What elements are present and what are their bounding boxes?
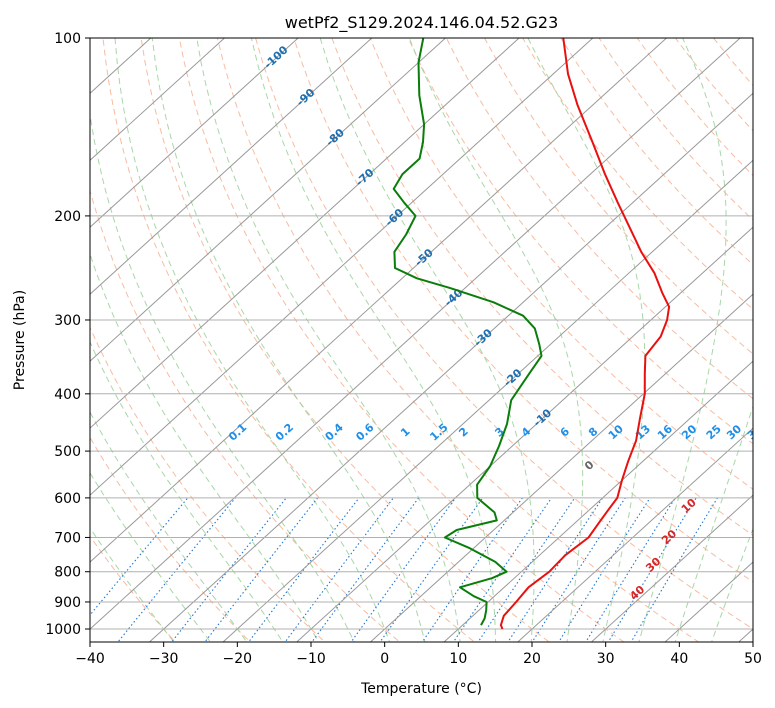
- y-tick-label: 900: [54, 595, 81, 611]
- y-tick-label: 1000: [45, 622, 81, 638]
- x-tick-label: −10: [296, 651, 326, 667]
- y-tick-label: 700: [54, 530, 81, 546]
- mixing-ratio-line: [311, 497, 420, 642]
- moist-adiabat: [196, 38, 461, 642]
- y-tick-label: 100: [54, 31, 81, 47]
- x-tick-label: 40: [670, 651, 688, 667]
- isotherm-line: [369, 293, 753, 642]
- dry-adiabat: [445, 38, 753, 400]
- y-tick-label: 800: [54, 565, 81, 581]
- isotherm-line: [90, 38, 226, 161]
- x-tick-label: −30: [149, 651, 179, 667]
- x-axis-title: Temperature (°C): [360, 681, 482, 697]
- moist-adiabat: [711, 527, 753, 642]
- x-tick-label: 30: [597, 651, 615, 667]
- x-tick-label: 20: [523, 651, 541, 667]
- moist-adiabat: [638, 38, 727, 642]
- moist-adiabat: [114, 38, 391, 642]
- moist-adiabat: [319, 38, 535, 642]
- y-tick-label: 500: [54, 444, 81, 460]
- moist-adiabat: [408, 38, 584, 642]
- plot-background: [90, 38, 753, 642]
- chart-title: wetPf2_S129.2024.146.04.52.G23: [285, 13, 559, 33]
- y-tick-label: 600: [54, 491, 81, 507]
- mixing-ratio-line: [630, 497, 718, 642]
- moist-adiabat: [151, 38, 426, 642]
- x-tick-label: 10: [449, 651, 467, 667]
- moist-adiabat: [90, 411, 248, 642]
- isotherm-line: [517, 427, 753, 642]
- isotherm-line: [90, 38, 447, 362]
- mixing-ratio-line: [117, 497, 236, 642]
- x-tick-label: −40: [75, 651, 105, 667]
- x-tick-label: −20: [223, 651, 253, 667]
- isotherm-line: [443, 360, 753, 642]
- isotherm-line: [90, 38, 299, 228]
- moist-adiabat: [527, 38, 646, 642]
- dry-adiabat: [407, 38, 753, 445]
- dry-adiabat: [255, 38, 753, 630]
- y-tick-label: 200: [54, 209, 81, 225]
- dry-adiabat: [178, 38, 625, 642]
- mixing-ratio-line: [452, 497, 552, 642]
- mixing-ratio-line: [507, 497, 604, 642]
- plot-frame: [89, 37, 754, 643]
- dry-adiabat: [293, 38, 753, 583]
- mixing-ratio-label: 36: [745, 422, 765, 442]
- moist-adiabat: [90, 340, 284, 642]
- dry-adiabat: [102, 38, 476, 642]
- isotherm-line: [90, 38, 373, 295]
- mixing-ratio-line: [558, 497, 651, 642]
- mixing-ratio-line: [284, 497, 394, 642]
- dry-adiabat: [369, 38, 753, 490]
- isotherm-line: [148, 92, 753, 642]
- isotherm-line: [90, 38, 668, 563]
- mixing-ratio-line: [350, 497, 457, 642]
- moist-adiabat: [90, 110, 355, 642]
- mixing-ratio-line: [247, 497, 360, 642]
- series-layer: [392, 38, 671, 630]
- isotherm-line: [296, 226, 753, 642]
- dry-adiabat: [90, 326, 326, 642]
- dewpoint-profile: [392, 38, 543, 626]
- dry-adiabat: [216, 38, 700, 642]
- x-tick-label: 50: [744, 651, 762, 667]
- mixing-ratio-line: [379, 497, 484, 642]
- isotherm-line: [222, 159, 753, 642]
- isotherm-line: [90, 38, 520, 429]
- mixing-ratio-line: [531, 497, 626, 642]
- y-axis-title: Pressure (hPa): [12, 290, 28, 390]
- isotherm-line: [90, 38, 594, 496]
- mixing-ratio-line: [477, 497, 576, 642]
- mixing-ratio-line: [170, 497, 287, 642]
- temperature-profile: [499, 38, 671, 630]
- axis-ticks: −40 −30 −20 −10 0 10 20 30 40 50 100 200 300 400 500 60…: [45, 31, 762, 667]
- moist-adiabat: [90, 252, 320, 642]
- background-lines: [90, 11, 775, 654]
- isotherm-line: [590, 494, 753, 642]
- moist-adiabat: [90, 526, 175, 642]
- isotherm-line: [90, 38, 741, 630]
- mixing-ratio-line: [607, 497, 697, 642]
- moist-adiabat: [90, 471, 212, 642]
- y-tick-label: 400: [54, 387, 81, 403]
- x-tick-label: 0: [380, 651, 389, 667]
- dry-adiabat: [767, 11, 775, 654]
- y-tick-label: 300: [54, 313, 81, 329]
- dry-adiabat: [90, 189, 401, 642]
- moist-adiabat: [674, 405, 753, 642]
